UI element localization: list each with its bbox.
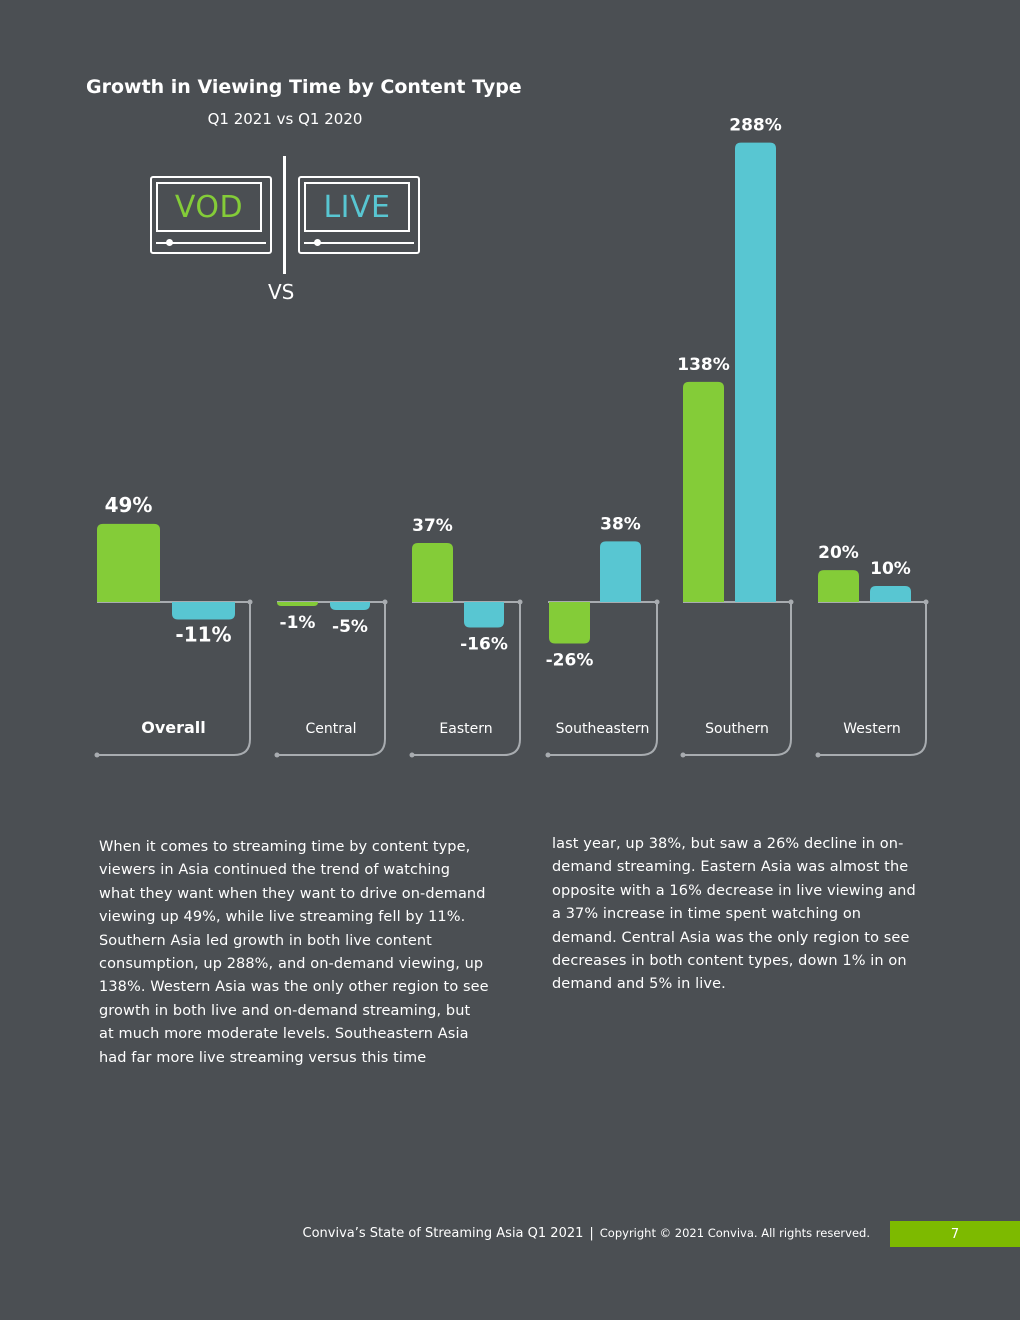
vod-value-label-overall: 49% — [105, 493, 153, 517]
category-label-southeastern: Southeastern — [556, 721, 650, 737]
vod-value-label-southeastern: -26% — [546, 650, 594, 670]
footer-separator: | — [589, 1226, 594, 1241]
bracket-southeastern — [548, 601, 658, 756]
bracket-central — [277, 601, 386, 756]
bracket-eastern — [412, 601, 521, 756]
vod-bar-southern — [683, 381, 724, 602]
live-bar-southeastern — [600, 541, 641, 602]
live-value-label-eastern: -16% — [460, 635, 508, 655]
bracket-western — [818, 601, 927, 756]
bracket-dot-bottom-western — [815, 752, 821, 758]
vod-value-label-eastern: 37% — [412, 516, 453, 536]
live-value-label-central: -5% — [332, 617, 368, 637]
footer: Conviva’s State of Streaming Asia Q1 202… — [303, 1226, 870, 1241]
vod-value-label-central: -1% — [280, 613, 316, 633]
live-bar-southern — [735, 142, 776, 602]
vod-bar-eastern — [412, 542, 453, 602]
live-tv-icon: LIVE — [298, 176, 420, 254]
body-text-column-2: last year, up 38%, but saw a 26% decline… — [552, 836, 916, 993]
bracket-dot-bottom-southern — [680, 752, 686, 758]
live-value-label-southeastern: 38% — [600, 514, 641, 534]
vod-value-label-southern: 138% — [677, 355, 730, 375]
live-bar-eastern — [464, 602, 504, 628]
live-bar-overall — [172, 602, 235, 620]
footer-copyright: Copyright © 2021 Conviva. All rights res… — [599, 1226, 870, 1240]
bracket-dot-bottom-eastern — [409, 752, 415, 758]
category-label-southern: Southern — [705, 721, 769, 737]
vod-value-label-western: 20% — [818, 543, 859, 563]
bracket-southern — [683, 601, 792, 756]
vs-label: VS — [268, 280, 295, 304]
live-value-label-western: 10% — [870, 559, 911, 579]
bracket-dot-bottom-southeastern — [545, 752, 551, 758]
bracket-dot-top-southern — [788, 599, 794, 605]
body-text-column-1: When it comes to streaming time by conte… — [99, 839, 489, 1066]
bracket-dot-top-central — [382, 599, 388, 605]
vod-bar-southeastern — [549, 602, 590, 644]
category-label-overall: Overall — [141, 718, 206, 737]
vod-bar-overall — [97, 523, 160, 602]
page-number: 7 — [890, 1221, 1020, 1247]
live-bar-central — [330, 602, 370, 610]
bracket-dot-top-overall — [247, 599, 253, 605]
bracket-overall — [97, 601, 251, 756]
live-value-label-southern: 288% — [729, 116, 782, 136]
category-label-central: Central — [306, 721, 357, 737]
chart-subtitle: Q1 2021 vs Q1 2020 — [207, 110, 363, 128]
bracket-dot-bottom-central — [274, 752, 280, 758]
vod-tv-icon: VOD — [150, 176, 272, 254]
chart-title: Growth in Viewing Time by Content Type — [86, 76, 522, 98]
category-label-eastern: Eastern — [439, 721, 492, 737]
live-value-label-overall: -11% — [175, 623, 231, 647]
bracket-dot-top-eastern — [517, 599, 523, 605]
vod-legend-label: VOD — [156, 182, 262, 232]
bar-chart: 49% -11% Overall -1% -5% Central 37% -16% Easter… — [94, 116, 929, 758]
vod-bar-western — [818, 570, 859, 602]
category-label-western: Western — [843, 721, 900, 737]
footer-report-title: Conviva’s State of Streaming Asia Q1 202… — [302, 1226, 584, 1241]
bracket-dot-top-western — [923, 599, 929, 605]
bracket-dot-top-southeastern — [654, 599, 660, 605]
bracket-dot-bottom-overall — [94, 752, 100, 758]
vod-bar-central — [277, 602, 318, 606]
legend-divider — [283, 156, 286, 274]
live-bar-western — [870, 586, 911, 602]
live-legend-label: LIVE — [304, 182, 410, 232]
